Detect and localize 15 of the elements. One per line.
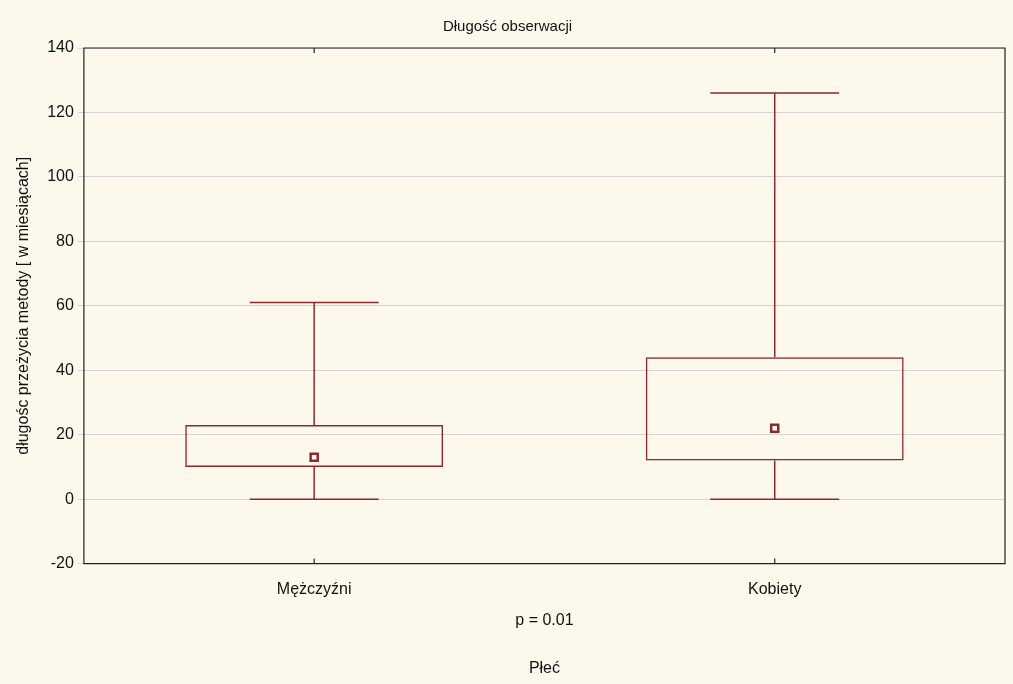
y-axis-title: długośc przeżycia metody [ w miesiącach] bbox=[14, 156, 32, 455]
y-tick-label: 40 bbox=[56, 360, 74, 378]
chart-title: Długość obserwacji bbox=[442, 17, 573, 35]
y-tick-label: 80 bbox=[56, 231, 74, 249]
y-tick-label: 20 bbox=[56, 425, 74, 443]
y-tick-label: 100 bbox=[47, 167, 74, 185]
x-tick-label: Mężczyźni bbox=[276, 579, 352, 597]
y-tick-label: 60 bbox=[56, 296, 74, 314]
y-tick-label: 120 bbox=[47, 102, 74, 120]
x-axis-title: Płeć bbox=[528, 658, 561, 676]
x-tick-label: Kobiety bbox=[748, 579, 802, 597]
y-tick-label: 140 bbox=[47, 38, 74, 56]
y-tick-label: -20 bbox=[50, 554, 74, 572]
y-tick-label: 0 bbox=[64, 489, 74, 507]
text: p = 0.01 bbox=[515, 611, 574, 629]
